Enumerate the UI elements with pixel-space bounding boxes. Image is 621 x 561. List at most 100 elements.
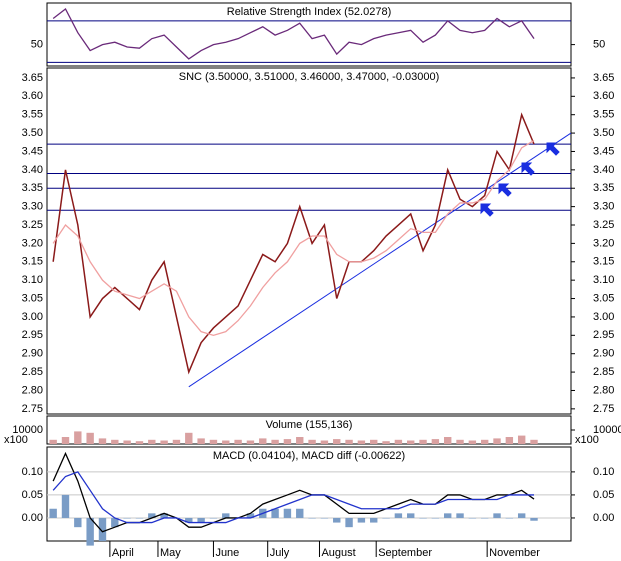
annotation-arrows <box>480 142 560 217</box>
bar <box>505 437 514 444</box>
bar <box>271 508 279 518</box>
x-tick-label: July <box>270 547 290 559</box>
y-tick-label: 2.90 <box>22 348 43 360</box>
bar <box>296 508 304 518</box>
bar <box>480 517 489 519</box>
bar <box>148 439 156 444</box>
bar <box>468 517 477 519</box>
bar <box>444 437 452 444</box>
y-tick-label-right: 3.30 <box>593 201 614 213</box>
bar <box>517 513 526 518</box>
bar <box>86 517 94 546</box>
panel-frame <box>46 67 572 415</box>
y-tick-label-right: 3.15 <box>593 256 614 268</box>
bar <box>419 517 427 519</box>
y-tick-label-right: 3.05 <box>593 292 614 304</box>
bar <box>394 439 403 444</box>
y-tick-label: 0.00 <box>22 512 43 524</box>
bar <box>246 440 255 444</box>
bar <box>246 513 255 518</box>
y-tick-label-right: 3.00 <box>593 311 614 323</box>
y-tick-label: 2.85 <box>22 366 43 378</box>
y-tick-label: 0.10 <box>22 466 43 478</box>
y-tick-label: 3.40 <box>22 164 43 176</box>
bar <box>61 437 70 444</box>
bar <box>74 517 82 528</box>
title-background <box>224 5 394 18</box>
bar <box>98 517 107 541</box>
title-background <box>210 449 408 462</box>
bar <box>135 441 144 444</box>
bar <box>308 439 316 444</box>
bar <box>456 513 464 518</box>
y-tick-label-right: 2.90 <box>593 348 614 360</box>
x-tick-label: September <box>378 547 432 559</box>
y-tick-label-right: 2.95 <box>593 329 614 341</box>
x-tick-label: April <box>112 547 134 559</box>
bar <box>259 438 267 444</box>
bar <box>320 517 329 519</box>
bar <box>370 517 378 523</box>
y-tick-label-right: 3.10 <box>593 274 614 286</box>
y-tick-label-right: 0.00 <box>593 512 614 524</box>
bar <box>382 517 390 519</box>
y-tick-label: 3.50 <box>22 127 43 139</box>
annotation-arrow <box>480 203 494 217</box>
bar <box>61 494 70 518</box>
y-tick-label: 2.95 <box>22 329 43 341</box>
y-tick-label-right: 3.40 <box>593 164 614 176</box>
unit-label-right: x100 <box>575 434 599 446</box>
series-line <box>52 7 535 60</box>
bar <box>333 439 341 444</box>
y-tick-label-right: 3.65 <box>593 72 614 84</box>
y-tick-label-right: 3.45 <box>593 145 614 157</box>
trend-line <box>188 132 572 388</box>
bar <box>123 517 131 519</box>
y-tick-label: 3.10 <box>22 274 43 286</box>
y-tick-label: 3.65 <box>22 72 43 84</box>
x-tick-label: June <box>215 547 239 559</box>
y-tick-label: 3.25 <box>22 219 43 231</box>
bar <box>357 440 366 444</box>
bar <box>160 440 168 444</box>
y-tick-label-right: 3.35 <box>593 182 614 194</box>
panel-title: Relative Strength Index (52.0278) <box>227 6 392 18</box>
y-tick-label: 3.20 <box>22 237 43 249</box>
panel-title: MACD (0.04104), MACD diff (-0.00622) <box>213 450 405 462</box>
bar <box>456 439 464 444</box>
bar <box>283 439 292 444</box>
y-tick-label: 2.80 <box>22 384 43 396</box>
bar <box>407 513 415 518</box>
y-tick-label: 3.30 <box>22 201 43 213</box>
y-tick-label-right: 3.50 <box>593 127 614 139</box>
bar <box>419 439 427 444</box>
bar <box>333 517 341 523</box>
y-tick-label-right: 2.80 <box>593 384 614 396</box>
annotation-arrow <box>521 162 535 176</box>
title-background <box>176 70 442 83</box>
x-tick-label: May <box>160 547 181 559</box>
bar <box>222 513 230 518</box>
y-tick-label-right: 3.60 <box>593 90 614 102</box>
bar <box>444 513 452 518</box>
y-tick-label: 3.15 <box>22 256 43 268</box>
title-background <box>263 418 355 431</box>
series-line <box>52 471 535 524</box>
annotation-arrow <box>546 142 560 156</box>
y-tick-label: 3.05 <box>22 292 43 304</box>
bar <box>172 439 181 444</box>
y-tick-label: 10000 <box>12 424 43 436</box>
bar <box>74 431 82 444</box>
bar <box>148 513 156 518</box>
bar <box>505 517 514 519</box>
y-tick-label-right: 50 <box>593 39 605 51</box>
annotation-arrow <box>498 183 512 197</box>
x-tick-label: November <box>489 547 540 559</box>
bar <box>345 439 353 444</box>
bar <box>517 435 526 444</box>
y-tick-label-right: 3.25 <box>593 219 614 231</box>
y-tick-label-right: 0.05 <box>593 489 614 501</box>
y-tick-label-right: 2.85 <box>593 366 614 378</box>
